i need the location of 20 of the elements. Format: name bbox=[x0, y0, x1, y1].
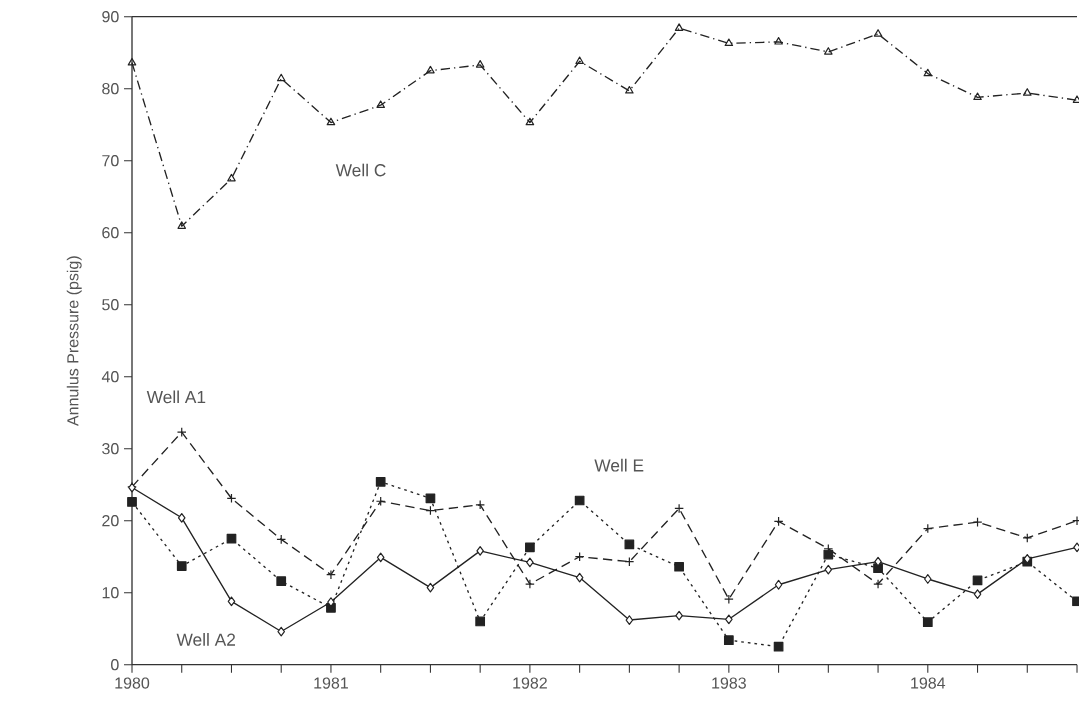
y-tick-label: 20 bbox=[102, 515, 119, 527]
x-tick-label: 1980 bbox=[115, 677, 150, 689]
y-tick-label: 40 bbox=[101, 371, 119, 383]
series-label: Well A2 bbox=[176, 633, 236, 646]
y-tick-label: 60 bbox=[102, 227, 119, 239]
y-tick-label: 10 bbox=[102, 587, 119, 599]
y-axis-title: Annulus Pressure (psig) bbox=[66, 256, 82, 427]
x-tick-label: 1983 bbox=[712, 677, 746, 689]
y-tick-label: 90 bbox=[102, 11, 119, 23]
x-tick-label: 1984 bbox=[911, 677, 946, 689]
series-label: Well E bbox=[594, 458, 644, 472]
x-tick-label: 1982 bbox=[513, 677, 547, 689]
y-tick-label: 30 bbox=[102, 443, 119, 455]
text: Well C bbox=[335, 163, 386, 177]
x-tick-label: 1981 bbox=[314, 677, 348, 689]
y-tick-label: 70 bbox=[102, 155, 119, 167]
series-label: Well A1 bbox=[146, 390, 206, 404]
y-tick-label: 50 bbox=[102, 299, 119, 311]
y-tick-label: 0 bbox=[111, 659, 119, 671]
y-tick-label: 80 bbox=[102, 83, 119, 95]
